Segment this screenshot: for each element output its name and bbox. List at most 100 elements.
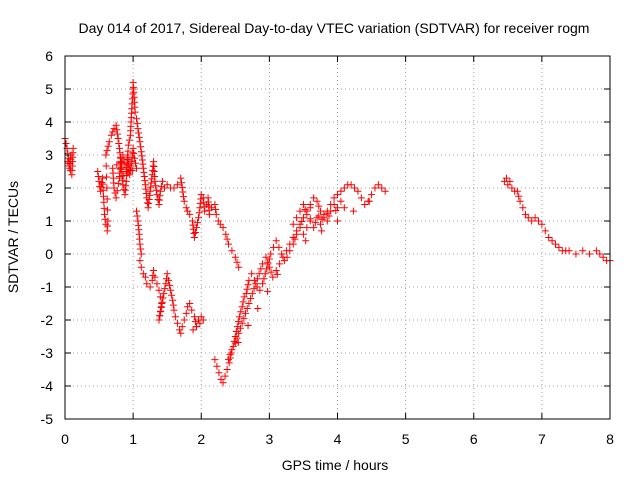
data-point: [144, 204, 152, 212]
data-point: [524, 214, 532, 222]
data-point: [303, 210, 311, 218]
data-point: [237, 308, 245, 316]
data-point: [126, 171, 134, 179]
data-point: [137, 263, 145, 271]
data-point: [133, 164, 141, 172]
data-point: [152, 182, 160, 190]
data-point: [351, 184, 359, 192]
x-tick-label: 2: [197, 431, 205, 447]
data-point: [139, 164, 147, 172]
data-point: [239, 298, 247, 306]
data-point: [315, 202, 323, 210]
data-point: [137, 250, 145, 258]
data-point: [592, 247, 600, 255]
data-point: [124, 147, 132, 155]
data-point: [161, 285, 169, 293]
data-point: [254, 304, 262, 312]
data-point: [306, 204, 314, 212]
data-point: [173, 181, 181, 189]
data-point: [163, 270, 171, 278]
data-point: [99, 180, 107, 188]
data-point: [330, 194, 338, 202]
data-point: [519, 204, 527, 212]
data-point: [107, 131, 115, 139]
data-point: [221, 372, 229, 380]
data-point: [141, 177, 149, 185]
data-point: [264, 258, 272, 266]
data-point: [94, 172, 102, 180]
data-point: [186, 300, 194, 307]
data-point: [103, 173, 111, 181]
data-point: [228, 346, 236, 354]
data-point: [247, 295, 255, 303]
data-point: [136, 240, 144, 248]
data-point: [293, 214, 301, 222]
data-point: [190, 234, 198, 241]
data-point: [192, 224, 200, 232]
data-point: [128, 167, 136, 175]
data-point: [104, 217, 112, 225]
data-point: [318, 215, 326, 223]
data-point: [242, 290, 250, 298]
data-point: [157, 303, 165, 311]
data-point: [260, 275, 268, 283]
data-point: [233, 334, 241, 342]
data-point: [211, 356, 219, 364]
data-point: [374, 181, 382, 189]
data-point: [139, 160, 147, 168]
data-point: [235, 329, 243, 337]
data-point: [169, 296, 177, 304]
data-point: [330, 201, 338, 208]
data-point: [135, 129, 143, 137]
data-point: [240, 314, 248, 322]
data-point: [311, 219, 319, 227]
x-tick-label: 6: [470, 431, 478, 447]
data-point: [170, 306, 178, 314]
data-point: [531, 214, 539, 222]
data-point: [130, 149, 138, 157]
data-point: [234, 339, 242, 347]
data-point: [120, 186, 128, 194]
data-point: [140, 168, 148, 176]
data-point: [227, 349, 235, 357]
data-point: [101, 210, 109, 218]
data-point: [102, 151, 110, 159]
data-point: [253, 275, 261, 283]
y-tick-label: 4: [45, 114, 53, 130]
data-point: [233, 323, 241, 331]
data-point: [516, 197, 524, 205]
data-point: [160, 290, 168, 298]
chart-title: Day 014 of 2017, Sidereal Day-to-day VTE…: [79, 20, 590, 36]
data-point: [219, 224, 227, 232]
data-point: [212, 210, 220, 218]
data-point: [212, 205, 220, 213]
data-point: [62, 139, 70, 147]
data-point: [538, 220, 546, 228]
data-point: [320, 210, 328, 218]
data-point: [138, 152, 146, 160]
data-point: [243, 304, 251, 312]
data-point: [306, 215, 314, 223]
data-point: [225, 356, 232, 364]
data-point: [147, 179, 155, 187]
data-point: [103, 195, 111, 203]
data-point: [548, 237, 556, 245]
data-point: [140, 172, 148, 180]
data-point: [515, 192, 523, 200]
data-point: [196, 319, 204, 327]
data-point: [178, 183, 186, 191]
data-point: [244, 281, 252, 289]
data-point: [114, 180, 122, 188]
data-point: [298, 218, 306, 226]
data-point: [190, 229, 198, 237]
data-point: [261, 270, 269, 278]
data-point: [153, 191, 161, 199]
data-point: [155, 316, 163, 324]
data-point: [156, 187, 164, 195]
y-tick-label: 3: [45, 147, 53, 163]
data-point: [262, 253, 270, 261]
data-point: [528, 217, 536, 225]
data-point: [178, 323, 186, 331]
x-tick-label: 7: [538, 431, 546, 447]
data-point: [199, 316, 207, 324]
